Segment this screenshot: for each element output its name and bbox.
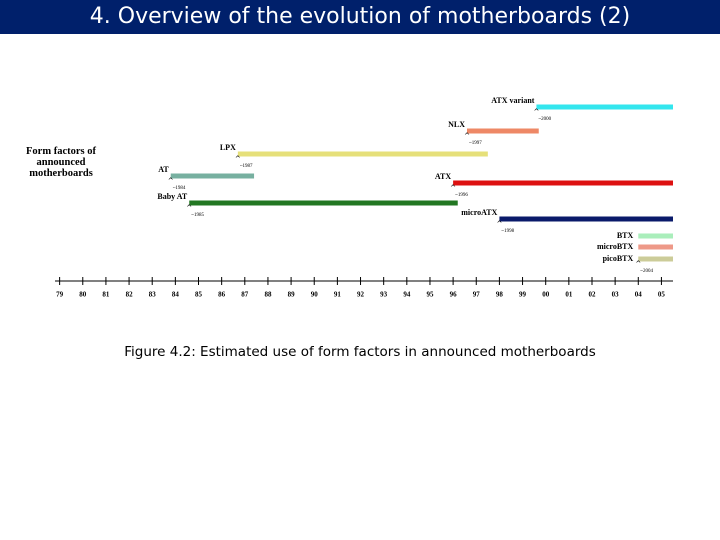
x-tick-label: 87 xyxy=(241,291,249,299)
series-label: microATX xyxy=(461,208,497,217)
x-tick-label: 82 xyxy=(126,291,134,299)
series-label: ATX variant xyxy=(491,96,535,105)
x-tick-label: 92 xyxy=(357,291,365,299)
series-label: picoBTX xyxy=(603,254,634,263)
x-tick-label: 02 xyxy=(588,291,596,299)
x-tick-label: 04 xyxy=(635,291,643,299)
x-tick-label: 93 xyxy=(380,291,388,299)
caret: ^ xyxy=(496,220,502,228)
caret: ^ xyxy=(450,184,456,192)
x-tick-label: 84 xyxy=(172,291,180,299)
x-tick-label: 99 xyxy=(519,291,527,299)
x-tick-label: 86 xyxy=(218,291,226,299)
caret: ^ xyxy=(534,108,540,116)
x-tick-label: 81 xyxy=(102,291,110,299)
x-tick-label: 98 xyxy=(496,291,504,299)
caret: ^ xyxy=(186,204,192,212)
x-tick-label: 03 xyxy=(612,291,620,299)
x-tick-label: 97 xyxy=(473,291,481,299)
side-label: Form factors of announced motherboards xyxy=(26,146,96,179)
x-tick-label: 91 xyxy=(334,291,342,299)
caret: ^ xyxy=(635,260,641,268)
x-tick-label: 00 xyxy=(542,291,550,299)
x-tick-label: 83 xyxy=(149,291,157,299)
start-note: ~1998 xyxy=(501,229,514,234)
x-tick-label: 95 xyxy=(426,291,434,299)
x-tick-label: 96 xyxy=(450,291,458,299)
slide-title: 4. Overview of the evolution of motherbo… xyxy=(0,0,720,34)
series-label: microBTX xyxy=(597,242,634,251)
start-note: ~1996 xyxy=(455,193,468,198)
caret: ^ xyxy=(168,177,174,185)
series-label: LPX xyxy=(220,143,236,152)
x-tick-label: 90 xyxy=(311,291,319,299)
x-tick-label: 88 xyxy=(264,291,272,299)
x-tick-label: 80 xyxy=(79,291,87,299)
x-tick-label: 01 xyxy=(565,291,573,299)
caret: ^ xyxy=(464,132,470,140)
start-note: ~1985 xyxy=(191,213,204,218)
x-tick-label: 94 xyxy=(403,291,411,299)
series-label: NLX xyxy=(448,120,465,129)
series-label: ATX xyxy=(435,172,452,181)
start-note: ~1987 xyxy=(240,164,253,169)
x-tick-label: 79 xyxy=(56,291,64,299)
x-tick-label: 05 xyxy=(658,291,666,299)
start-note: ~2000 xyxy=(538,117,551,122)
x-tick-label: 89 xyxy=(288,291,296,299)
series-label: BTX xyxy=(617,231,634,240)
series-label: Baby AT xyxy=(157,192,188,201)
x-tick-label: 85 xyxy=(195,291,203,299)
caption: Figure 4.2: Estimated use of form factor… xyxy=(124,344,596,360)
start-note: ~2004 xyxy=(640,269,653,274)
start-note: ~1984 xyxy=(173,186,186,191)
chart: 79 80 81 82 83 84 85 86 87 88 89 90 91 92 93 94 95 96 97 98… xyxy=(55,96,673,299)
caret: ^ xyxy=(235,155,241,163)
series-label: AT xyxy=(158,165,169,174)
start-note: ~1997 xyxy=(469,141,482,146)
